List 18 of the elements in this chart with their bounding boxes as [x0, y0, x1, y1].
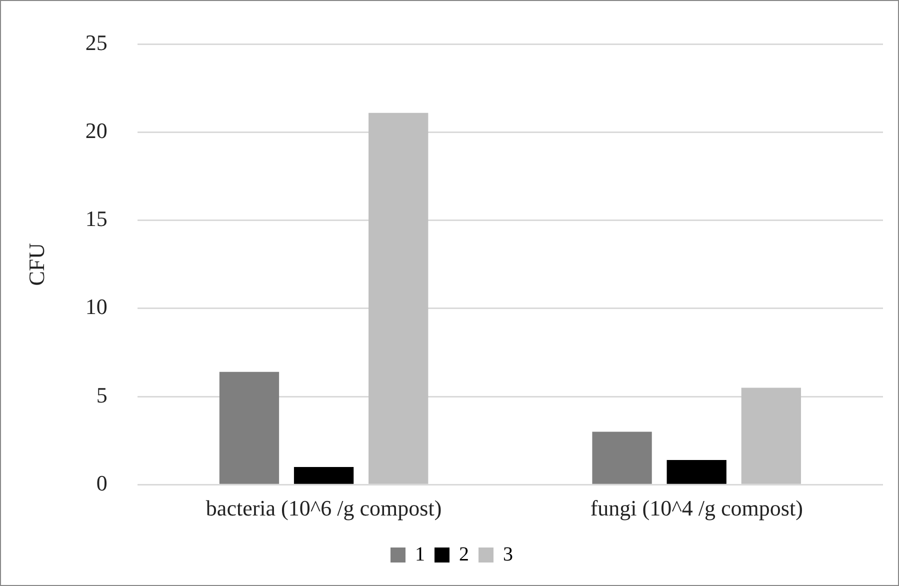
y-tick-label: 5 — [96, 382, 108, 408]
y-tick-label: 15 — [85, 206, 108, 232]
y-tick-label: 25 — [85, 30, 108, 55]
legend-label: 2 — [459, 543, 469, 566]
legend-label: 1 — [415, 543, 425, 566]
x-tick-label: fungi (10^4 /g compost) — [590, 496, 803, 521]
y-tick-label: 0 — [96, 470, 108, 496]
bar — [741, 388, 801, 484]
bar — [294, 466, 354, 484]
y-axis-title: CFU — [24, 242, 49, 286]
x-tick-label: bacteria (10^6 /g compost) — [206, 496, 442, 521]
bar — [368, 112, 428, 484]
y-tick-label: 10 — [85, 294, 108, 320]
legend-label: 3 — [503, 543, 513, 566]
y-tick-label: 20 — [85, 118, 108, 144]
bar — [592, 432, 652, 484]
bar — [666, 460, 726, 484]
bar — [219, 372, 280, 484]
